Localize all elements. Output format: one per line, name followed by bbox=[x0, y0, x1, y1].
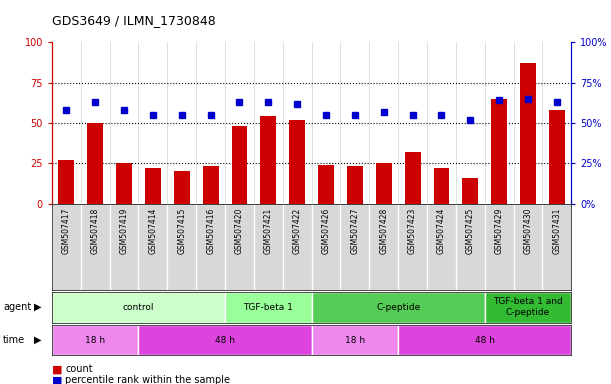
Bar bbox=[398, 325, 571, 355]
Bar bbox=[312, 292, 485, 323]
Text: 18 h: 18 h bbox=[345, 336, 365, 345]
Text: GSM507419: GSM507419 bbox=[120, 208, 128, 254]
Bar bbox=[87, 123, 103, 204]
Bar bbox=[318, 165, 334, 204]
Bar bbox=[203, 166, 219, 204]
Bar bbox=[52, 292, 225, 323]
Text: GSM507424: GSM507424 bbox=[437, 208, 446, 254]
Text: agent: agent bbox=[3, 302, 31, 312]
Bar bbox=[225, 292, 312, 323]
Text: GSM507421: GSM507421 bbox=[264, 208, 273, 254]
Text: count: count bbox=[65, 364, 93, 374]
Text: GSM507428: GSM507428 bbox=[379, 208, 388, 254]
Bar bbox=[491, 99, 507, 204]
Text: GDS3649 / ILMN_1730848: GDS3649 / ILMN_1730848 bbox=[52, 14, 216, 27]
Bar bbox=[549, 110, 565, 204]
Text: ■: ■ bbox=[52, 364, 62, 374]
Text: percentile rank within the sample: percentile rank within the sample bbox=[65, 375, 230, 384]
Text: GSM507425: GSM507425 bbox=[466, 208, 475, 254]
Text: GSM507430: GSM507430 bbox=[524, 208, 533, 254]
Bar bbox=[52, 325, 139, 355]
Text: TGF-beta 1: TGF-beta 1 bbox=[243, 303, 293, 312]
Bar bbox=[312, 325, 398, 355]
Text: TGF-beta 1 and
C-peptide: TGF-beta 1 and C-peptide bbox=[493, 298, 563, 317]
Text: GSM507415: GSM507415 bbox=[177, 208, 186, 254]
Bar bbox=[260, 116, 276, 204]
Text: GSM507431: GSM507431 bbox=[552, 208, 562, 254]
Text: GSM507427: GSM507427 bbox=[350, 208, 359, 254]
Bar bbox=[59, 160, 75, 204]
Bar bbox=[289, 120, 305, 204]
Text: GSM507420: GSM507420 bbox=[235, 208, 244, 254]
Bar bbox=[139, 325, 312, 355]
Bar bbox=[174, 171, 189, 204]
Bar bbox=[485, 292, 571, 323]
Text: GSM507418: GSM507418 bbox=[90, 208, 100, 254]
Bar bbox=[347, 166, 363, 204]
Bar bbox=[404, 152, 420, 204]
Bar bbox=[520, 63, 536, 204]
Text: GSM507426: GSM507426 bbox=[321, 208, 331, 254]
Bar bbox=[463, 178, 478, 204]
Text: 48 h: 48 h bbox=[475, 336, 495, 345]
Text: C-peptide: C-peptide bbox=[376, 303, 420, 312]
Text: GSM507414: GSM507414 bbox=[148, 208, 158, 254]
Bar bbox=[434, 168, 449, 204]
Text: time: time bbox=[3, 335, 25, 345]
Text: GSM507422: GSM507422 bbox=[293, 208, 302, 254]
Bar bbox=[232, 126, 247, 204]
Bar bbox=[145, 168, 161, 204]
Bar bbox=[376, 163, 392, 204]
Text: GSM507423: GSM507423 bbox=[408, 208, 417, 254]
Bar bbox=[116, 163, 132, 204]
Text: ▶: ▶ bbox=[34, 302, 41, 312]
Text: ■: ■ bbox=[52, 375, 62, 384]
Text: 18 h: 18 h bbox=[85, 336, 105, 345]
Text: GSM507416: GSM507416 bbox=[206, 208, 215, 254]
Text: ▶: ▶ bbox=[34, 335, 41, 345]
Text: GSM507417: GSM507417 bbox=[62, 208, 71, 254]
Text: GSM507429: GSM507429 bbox=[495, 208, 503, 254]
Text: control: control bbox=[123, 303, 154, 312]
Text: 48 h: 48 h bbox=[215, 336, 235, 345]
